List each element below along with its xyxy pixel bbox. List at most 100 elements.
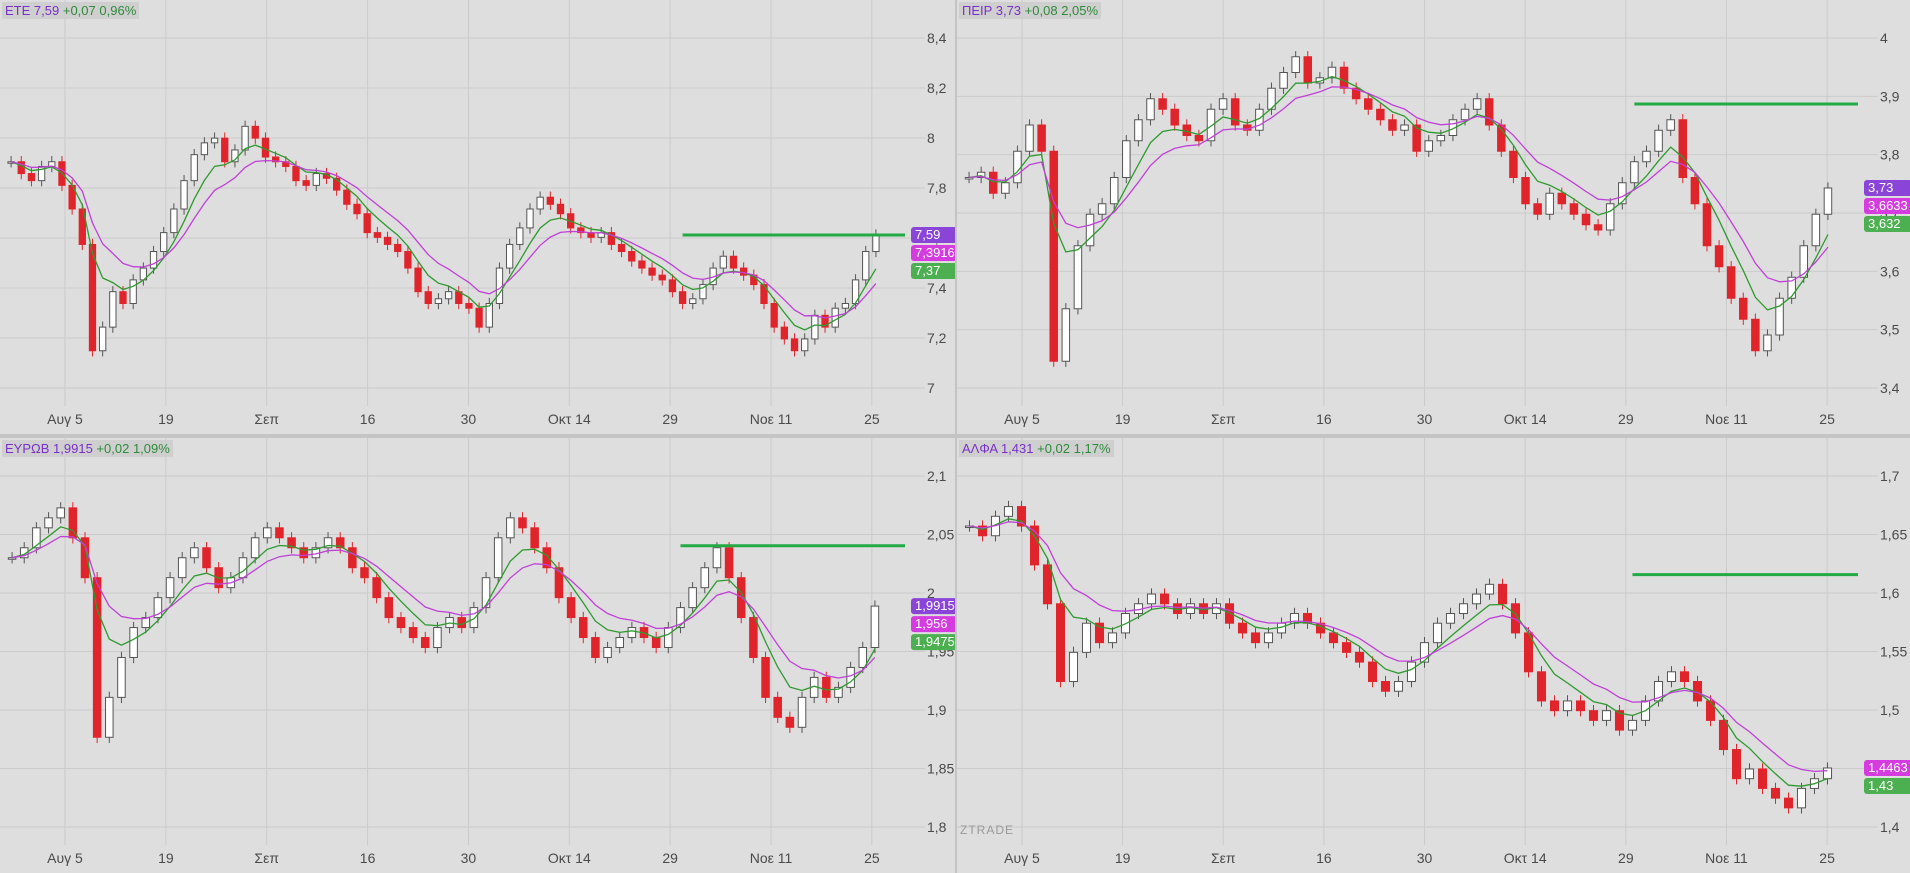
- candle-body: [1122, 140, 1131, 178]
- candle-body: [1822, 767, 1833, 780]
- candle-body: [1013, 150, 1022, 184]
- candle-body: [1351, 87, 1361, 100]
- candle-body: [485, 303, 493, 328]
- candle-body: [292, 165, 300, 182]
- candle-body: [68, 507, 78, 539]
- ma-fast-line: [968, 75, 1829, 311]
- candle-body: [493, 537, 503, 579]
- candle-body: [988, 171, 998, 194]
- price-tag-label: 3,6633: [1868, 198, 1908, 213]
- candle-body: [202, 547, 211, 569]
- price-tag-label: 1,956: [915, 616, 948, 631]
- candle-body: [831, 307, 839, 328]
- x-tick-label: 30: [461, 850, 477, 866]
- candle-body: [348, 547, 357, 569]
- candle-body: [424, 291, 432, 304]
- candle-body: [719, 255, 727, 269]
- candle-body: [1739, 297, 1748, 320]
- candle-body: [1094, 622, 1105, 644]
- candle-body: [546, 196, 554, 205]
- candle-body: [475, 307, 483, 328]
- candle-body: [780, 326, 788, 340]
- x-tick-label: 25: [864, 411, 880, 427]
- candle-body: [615, 637, 624, 649]
- candle-body: [1726, 266, 1736, 299]
- candle-body: [678, 291, 687, 304]
- candle-body: [858, 647, 868, 668]
- ma-fast-line: [969, 518, 1828, 787]
- candle-body: [862, 251, 870, 281]
- candle-body: [1367, 661, 1378, 683]
- y-tick-label: 7,2: [927, 330, 947, 346]
- candle-body: [664, 627, 673, 648]
- symbol-header: ΑΛΦΑ 1,431 +0,02 1,17%: [959, 440, 1114, 457]
- candle-body: [1731, 749, 1742, 780]
- candle-body: [1364, 98, 1373, 110]
- candle-body: [160, 232, 168, 253]
- candle-body: [1627, 719, 1638, 731]
- candle-body: [1588, 710, 1599, 721]
- candle-body: [88, 243, 97, 352]
- x-tick-label: Οκτ 14: [548, 411, 591, 427]
- price-tag-label: 1,9475: [915, 634, 955, 649]
- candle-body: [1787, 276, 1796, 299]
- candle-body: [1376, 108, 1385, 121]
- candle-body: [165, 577, 175, 599]
- candle-body: [841, 303, 850, 309]
- candle-body: [1757, 768, 1768, 789]
- candle-body: [1509, 150, 1518, 178]
- candle-body: [153, 597, 163, 619]
- chart-panel-eurob[interactable]: 2,1 2,05 2 1,95 1,9 1,85 1,8 Αυγ 5 19 Σεπ 16 30 Οκτ …: [0, 438, 955, 873]
- y-tick-label: 2: [927, 585, 935, 601]
- candle-body: [414, 267, 422, 293]
- candle-body: [1068, 651, 1079, 683]
- candle-body: [394, 243, 402, 253]
- candle-body: [117, 656, 126, 698]
- candle-body: [105, 696, 114, 738]
- candle-body: [821, 314, 829, 328]
- candle-body: [275, 527, 284, 539]
- x-tick-label: Αυγ 5: [47, 850, 83, 866]
- candle-body: [1471, 593, 1482, 605]
- candle-body: [1237, 622, 1248, 634]
- price-tag-label: 1,4463: [1868, 760, 1908, 775]
- candle-body: [323, 537, 333, 549]
- candle-body: [444, 291, 453, 300]
- horizontal-divider[interactable]: [0, 434, 1910, 438]
- candle-body: [1016, 506, 1027, 527]
- candle-body: [977, 525, 988, 537]
- candle-body: [200, 142, 209, 156]
- candle-body: [481, 577, 491, 609]
- candle-body: [1445, 612, 1456, 624]
- candle-body: [1458, 603, 1469, 614]
- candle-body: [238, 557, 248, 579]
- candle-body: [607, 232, 616, 245]
- candle-body: [699, 284, 707, 300]
- candle-body: [180, 180, 188, 210]
- x-tick-label: Σεπ: [1211, 850, 1236, 866]
- candle-body: [1170, 108, 1179, 126]
- candle-body: [1146, 98, 1155, 121]
- ma-slow-line: [969, 521, 1828, 773]
- x-tick-label: 25: [1819, 850, 1835, 866]
- candle-body: [1705, 700, 1716, 721]
- candle-body: [651, 637, 661, 649]
- candle-body: [373, 232, 382, 238]
- price-tag: [911, 616, 955, 633]
- candle-body: [27, 173, 36, 182]
- candle-body: [688, 587, 697, 609]
- y-tick-label: 4: [1880, 30, 1888, 46]
- candle-body: [1097, 203, 1107, 215]
- candle-body: [729, 255, 738, 269]
- candle-body: [190, 154, 198, 182]
- candle-body: [846, 666, 855, 688]
- candle-body: [1061, 308, 1071, 362]
- x-tick-label: Νοε 11: [1705, 411, 1748, 427]
- price-tag: [911, 244, 955, 261]
- candle-body: [353, 203, 361, 215]
- price-tag: [1864, 216, 1910, 232]
